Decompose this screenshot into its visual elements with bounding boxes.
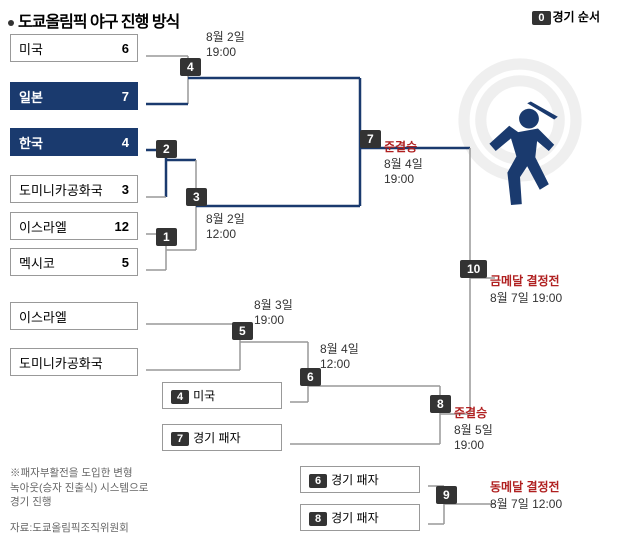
legend: 0경기 순서 [532, 8, 600, 25]
team-name: 멕시코 [19, 253, 55, 272]
game-order-5: 5 [232, 322, 253, 340]
team-score: 6 [122, 41, 129, 56]
label-time: 19:00 [384, 172, 423, 186]
label-date: 8월 4일 [384, 155, 423, 172]
game-order-4: 4 [180, 58, 201, 76]
label-date: 8월 5일 [454, 421, 493, 438]
date-label-4: 준결승8월 4일19:00 [384, 138, 423, 186]
team-isr: 이스라엘 12 [10, 212, 138, 240]
label-title: 동메달 결정전 [490, 478, 562, 495]
team-score: 4 [122, 135, 129, 150]
slot-text: 경기 패자 [331, 473, 379, 487]
team-score: 12 [115, 219, 129, 234]
date-label-2: 8월 3일19:00 [254, 296, 293, 327]
team-dom2: 도미니카공화국 [10, 348, 138, 376]
slot-p7: 7 경기 패자 [162, 424, 282, 451]
baseball-player-icon [475, 100, 565, 220]
team-score: 5 [122, 255, 129, 270]
note-line: 녹아웃(승자 진출식) 시스템으로 [10, 481, 148, 496]
label-time: 19:00 [454, 438, 493, 452]
game-order-10: 10 [460, 260, 487, 278]
team-score: 3 [122, 182, 129, 197]
label-date: 8월 7일 12:00 [490, 495, 562, 512]
team-name: 일본 [19, 87, 43, 106]
date-label-7: 동메달 결정전8월 7일 12:00 [490, 478, 562, 512]
label-date: 8월 2일 [206, 28, 245, 45]
label-date: 8월 2일 [206, 210, 245, 227]
team-isr2: 이스라엘 [10, 302, 138, 330]
slot-p4: 4 미국 [162, 382, 282, 409]
label-time: 12:00 [320, 357, 359, 371]
team-name: 한국 [19, 133, 43, 152]
date-label-3: 8월 4일12:00 [320, 340, 359, 371]
game-order-7: 7 [360, 130, 381, 148]
team-score: 7 [122, 89, 129, 104]
slot-badge: 7 [171, 432, 189, 446]
note-line: ※패자부활전을 도입한 변형 [10, 466, 148, 481]
team-jpn: 일본 7 [10, 82, 138, 110]
label-title: 금메달 결정전 [490, 272, 562, 289]
game-order-9: 9 [436, 486, 457, 504]
team-name: 이스라엘 [19, 217, 67, 236]
chart-title: 도쿄올림픽 야구 진행 방식 [8, 8, 612, 32]
date-label-5: 준결승8월 5일19:00 [454, 404, 493, 452]
game-order-6: 6 [300, 368, 321, 386]
legend-num: 0 [532, 11, 550, 25]
team-name: 이스라엘 [19, 307, 67, 326]
team-mex: 멕시코 5 [10, 248, 138, 276]
label-title: 준결승 [384, 138, 423, 155]
legend-text: 경기 순서 [553, 10, 601, 24]
slot-badge: 8 [309, 512, 327, 526]
label-title: 준결승 [454, 404, 493, 421]
slot-text: 미국 [193, 389, 215, 403]
note-line: 경기 진행 [10, 495, 148, 510]
source: 자료:도쿄올림픽조직위원회 [10, 520, 129, 535]
date-label-1: 8월 2일12:00 [206, 210, 245, 241]
team-name: 도미니카공화국 [19, 180, 103, 199]
footnote: ※패자부활전을 도입한 변형 녹아웃(승자 진출식) 시스템으로 경기 진행 [10, 466, 148, 510]
game-order-2: 2 [156, 140, 177, 158]
game-order-8: 8 [430, 395, 451, 413]
game-order-1: 1 [156, 228, 177, 246]
team-name: 미국 [19, 39, 43, 58]
slot-text: 경기 패자 [193, 431, 241, 445]
slot-badge: 6 [309, 474, 327, 488]
date-label-6: 금메달 결정전8월 7일 19:00 [490, 272, 562, 306]
team-name: 도미니카공화국 [19, 353, 103, 372]
slot-p6: 6 경기 패자 [300, 466, 420, 493]
team-kor: 한국 4 [10, 128, 138, 156]
date-label-0: 8월 2일19:00 [206, 28, 245, 59]
team-dom: 도미니카공화국 3 [10, 175, 138, 203]
label-time: 19:00 [206, 45, 245, 59]
label-date: 8월 3일 [254, 296, 293, 313]
game-order-3: 3 [186, 188, 207, 206]
slot-badge: 4 [171, 390, 189, 404]
label-time: 19:00 [254, 313, 293, 327]
label-date: 8월 4일 [320, 340, 359, 357]
slot-text: 경기 패자 [331, 511, 379, 525]
slot-p8: 8 경기 패자 [300, 504, 420, 531]
team-usa: 미국 6 [10, 34, 138, 62]
label-time: 12:00 [206, 227, 245, 241]
label-date: 8월 7일 19:00 [490, 289, 562, 306]
